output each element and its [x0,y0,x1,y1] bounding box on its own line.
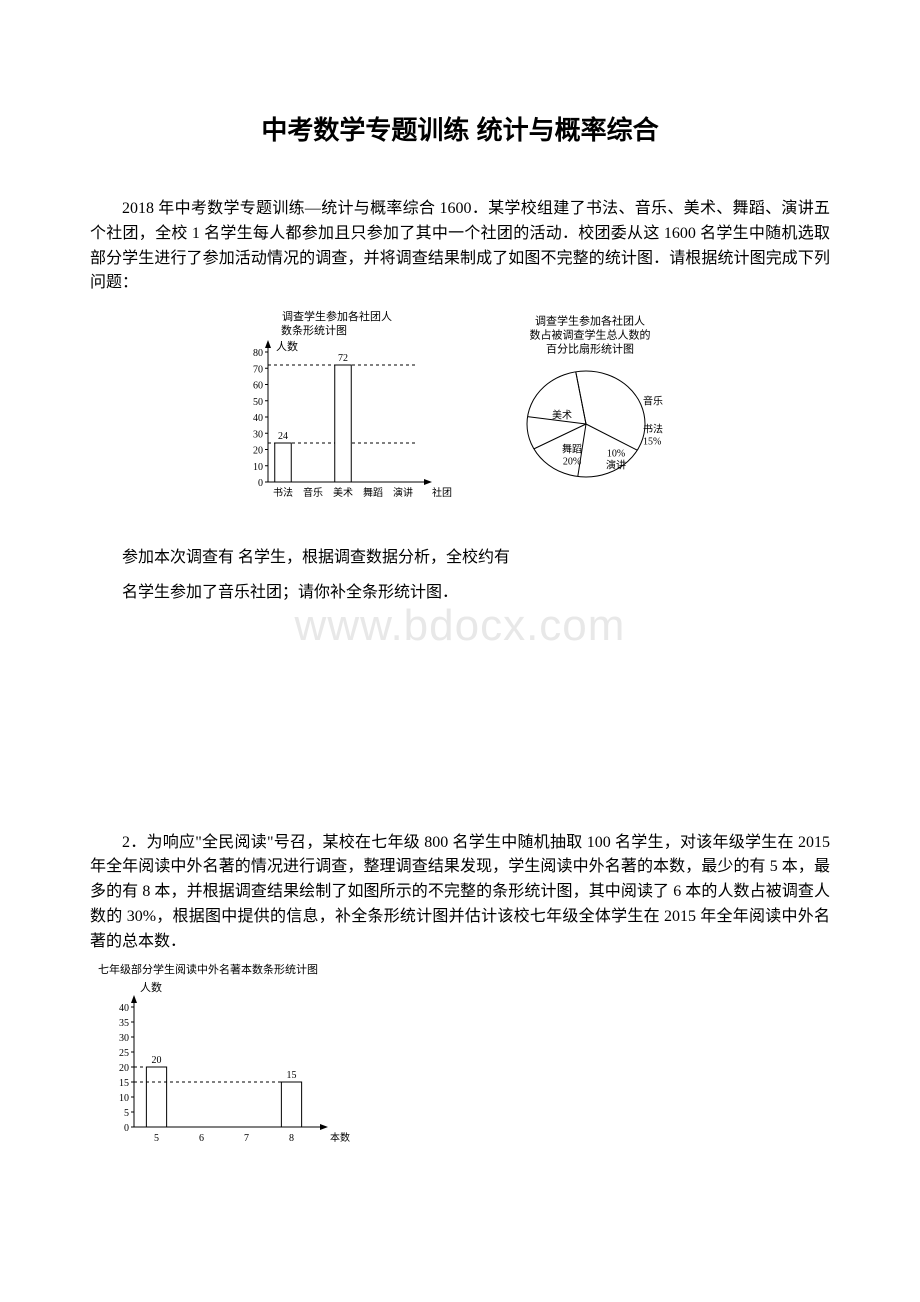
q2-charts: 七年级部分学生阅读中外名著本数条形统计图人数 0 5 10 15 20 25 30 35 40 5 2… [90,961,830,1151]
svg-text:80: 80 [253,348,263,359]
bar-chart-1: 调查学生参加各社团人数条形统计图人数 0 10 20 30 40 50 60 70 80 书法 24 音… [222,306,452,516]
svg-text:10: 10 [119,1093,129,1104]
svg-text:20: 20 [152,1055,162,1066]
svg-text:30: 30 [119,1033,129,1044]
svg-text:数条形统计图: 数条形统计图 [281,323,347,337]
svg-text:美术: 美术 [552,408,572,421]
q1-charts: 调查学生参加各社团人数条形统计图人数01020304050607080书法24音… [90,306,830,516]
svg-text:舞蹈: 舞蹈 [363,487,383,499]
svg-text:20%: 20% [563,456,581,467]
svg-text:调查学生参加各社团人: 调查学生参加各社团人 [535,314,645,328]
bar-chart-1-svg: 调查学生参加各社团人数条形统计图人数 0 10 20 30 40 50 60 70 80 书法 24 音… [222,306,452,516]
svg-text:20: 20 [119,1063,129,1074]
svg-text:25: 25 [119,1048,129,1059]
svg-text:30: 30 [253,429,263,440]
svg-text:40: 40 [119,1003,129,1014]
svg-text:60: 60 [253,381,263,392]
page-title: 中考数学专题训练 统计与概率综合 [90,110,830,147]
fill-line-1: 参加本次调查有 名学生，根据调查数据分析，全校约有 [90,540,830,575]
q1-paragraph: 2018 年中考数学专题训练—统计与概率综合 1600．某学校组建了书法、音乐、… [90,197,830,296]
svg-text:七年级部分学生阅读中外名著本数条形统计图: 七年级部分学生阅读中外名著本数条形统计图 [98,962,318,976]
svg-text:人数: 人数 [276,340,298,353]
svg-text:本数: 本数 [330,1131,350,1144]
svg-text:演讲: 演讲 [393,486,413,499]
svg-text:10: 10 [253,462,263,473]
q2-paragraph: 2．为响应"全民阅读"号召，某校在七年级 800 名学生中随机抽取 100 名学… [90,831,830,955]
svg-text:美术: 美术 [333,486,353,499]
svg-text:6: 6 [199,1133,204,1144]
svg-text:社团: 社团 [432,486,452,499]
pie-chart: 调查学生参加各社团人数占被调查学生总人数的百分比扇形统计图美术 音乐书法15% 10… [478,306,698,516]
bar-chart-2-svg: 七年级部分学生阅读中外名著本数条形统计图人数 0 5 10 15 20 25 30 35 40 5 2… [90,961,380,1151]
svg-text:24: 24 [278,431,288,442]
svg-text:音乐: 音乐 [303,486,323,499]
svg-text:70: 70 [253,364,263,375]
svg-text:百分比扇形统计图: 百分比扇形统计图 [546,342,634,356]
svg-text:50: 50 [253,397,263,408]
svg-text:舞蹈: 舞蹈 [562,443,582,455]
svg-text:15: 15 [119,1078,129,1089]
svg-text:15%: 15% [643,436,661,447]
svg-text:20: 20 [253,446,263,457]
svg-text:调查学生参加各社团人: 调查学生参加各社团人 [282,309,392,323]
svg-text:演讲: 演讲 [606,458,626,471]
svg-text:5: 5 [154,1133,159,1144]
svg-text:5: 5 [124,1108,129,1119]
svg-text:15: 15 [287,1070,297,1081]
svg-text:40: 40 [253,413,263,424]
svg-text:数占被调查学生总人数的: 数占被调查学生总人数的 [530,328,651,342]
svg-text:书法: 书法 [273,486,293,499]
svg-text:10%: 10% [607,448,625,459]
svg-text:35: 35 [119,1018,129,1029]
svg-text:音乐: 音乐 [643,394,663,407]
pie-chart-svg: 调查学生参加各社团人数占被调查学生总人数的百分比扇形统计图美术 音乐书法15% 10… [478,306,698,516]
svg-text:0: 0 [124,1123,129,1134]
svg-text:8: 8 [289,1133,294,1144]
svg-text:0: 0 [258,478,263,489]
svg-text:人数: 人数 [140,981,162,994]
svg-text:书法: 书法 [643,422,663,435]
svg-text:72: 72 [338,353,348,364]
svg-text:7: 7 [244,1133,249,1144]
watermark: www.bdocx.com [90,601,830,651]
